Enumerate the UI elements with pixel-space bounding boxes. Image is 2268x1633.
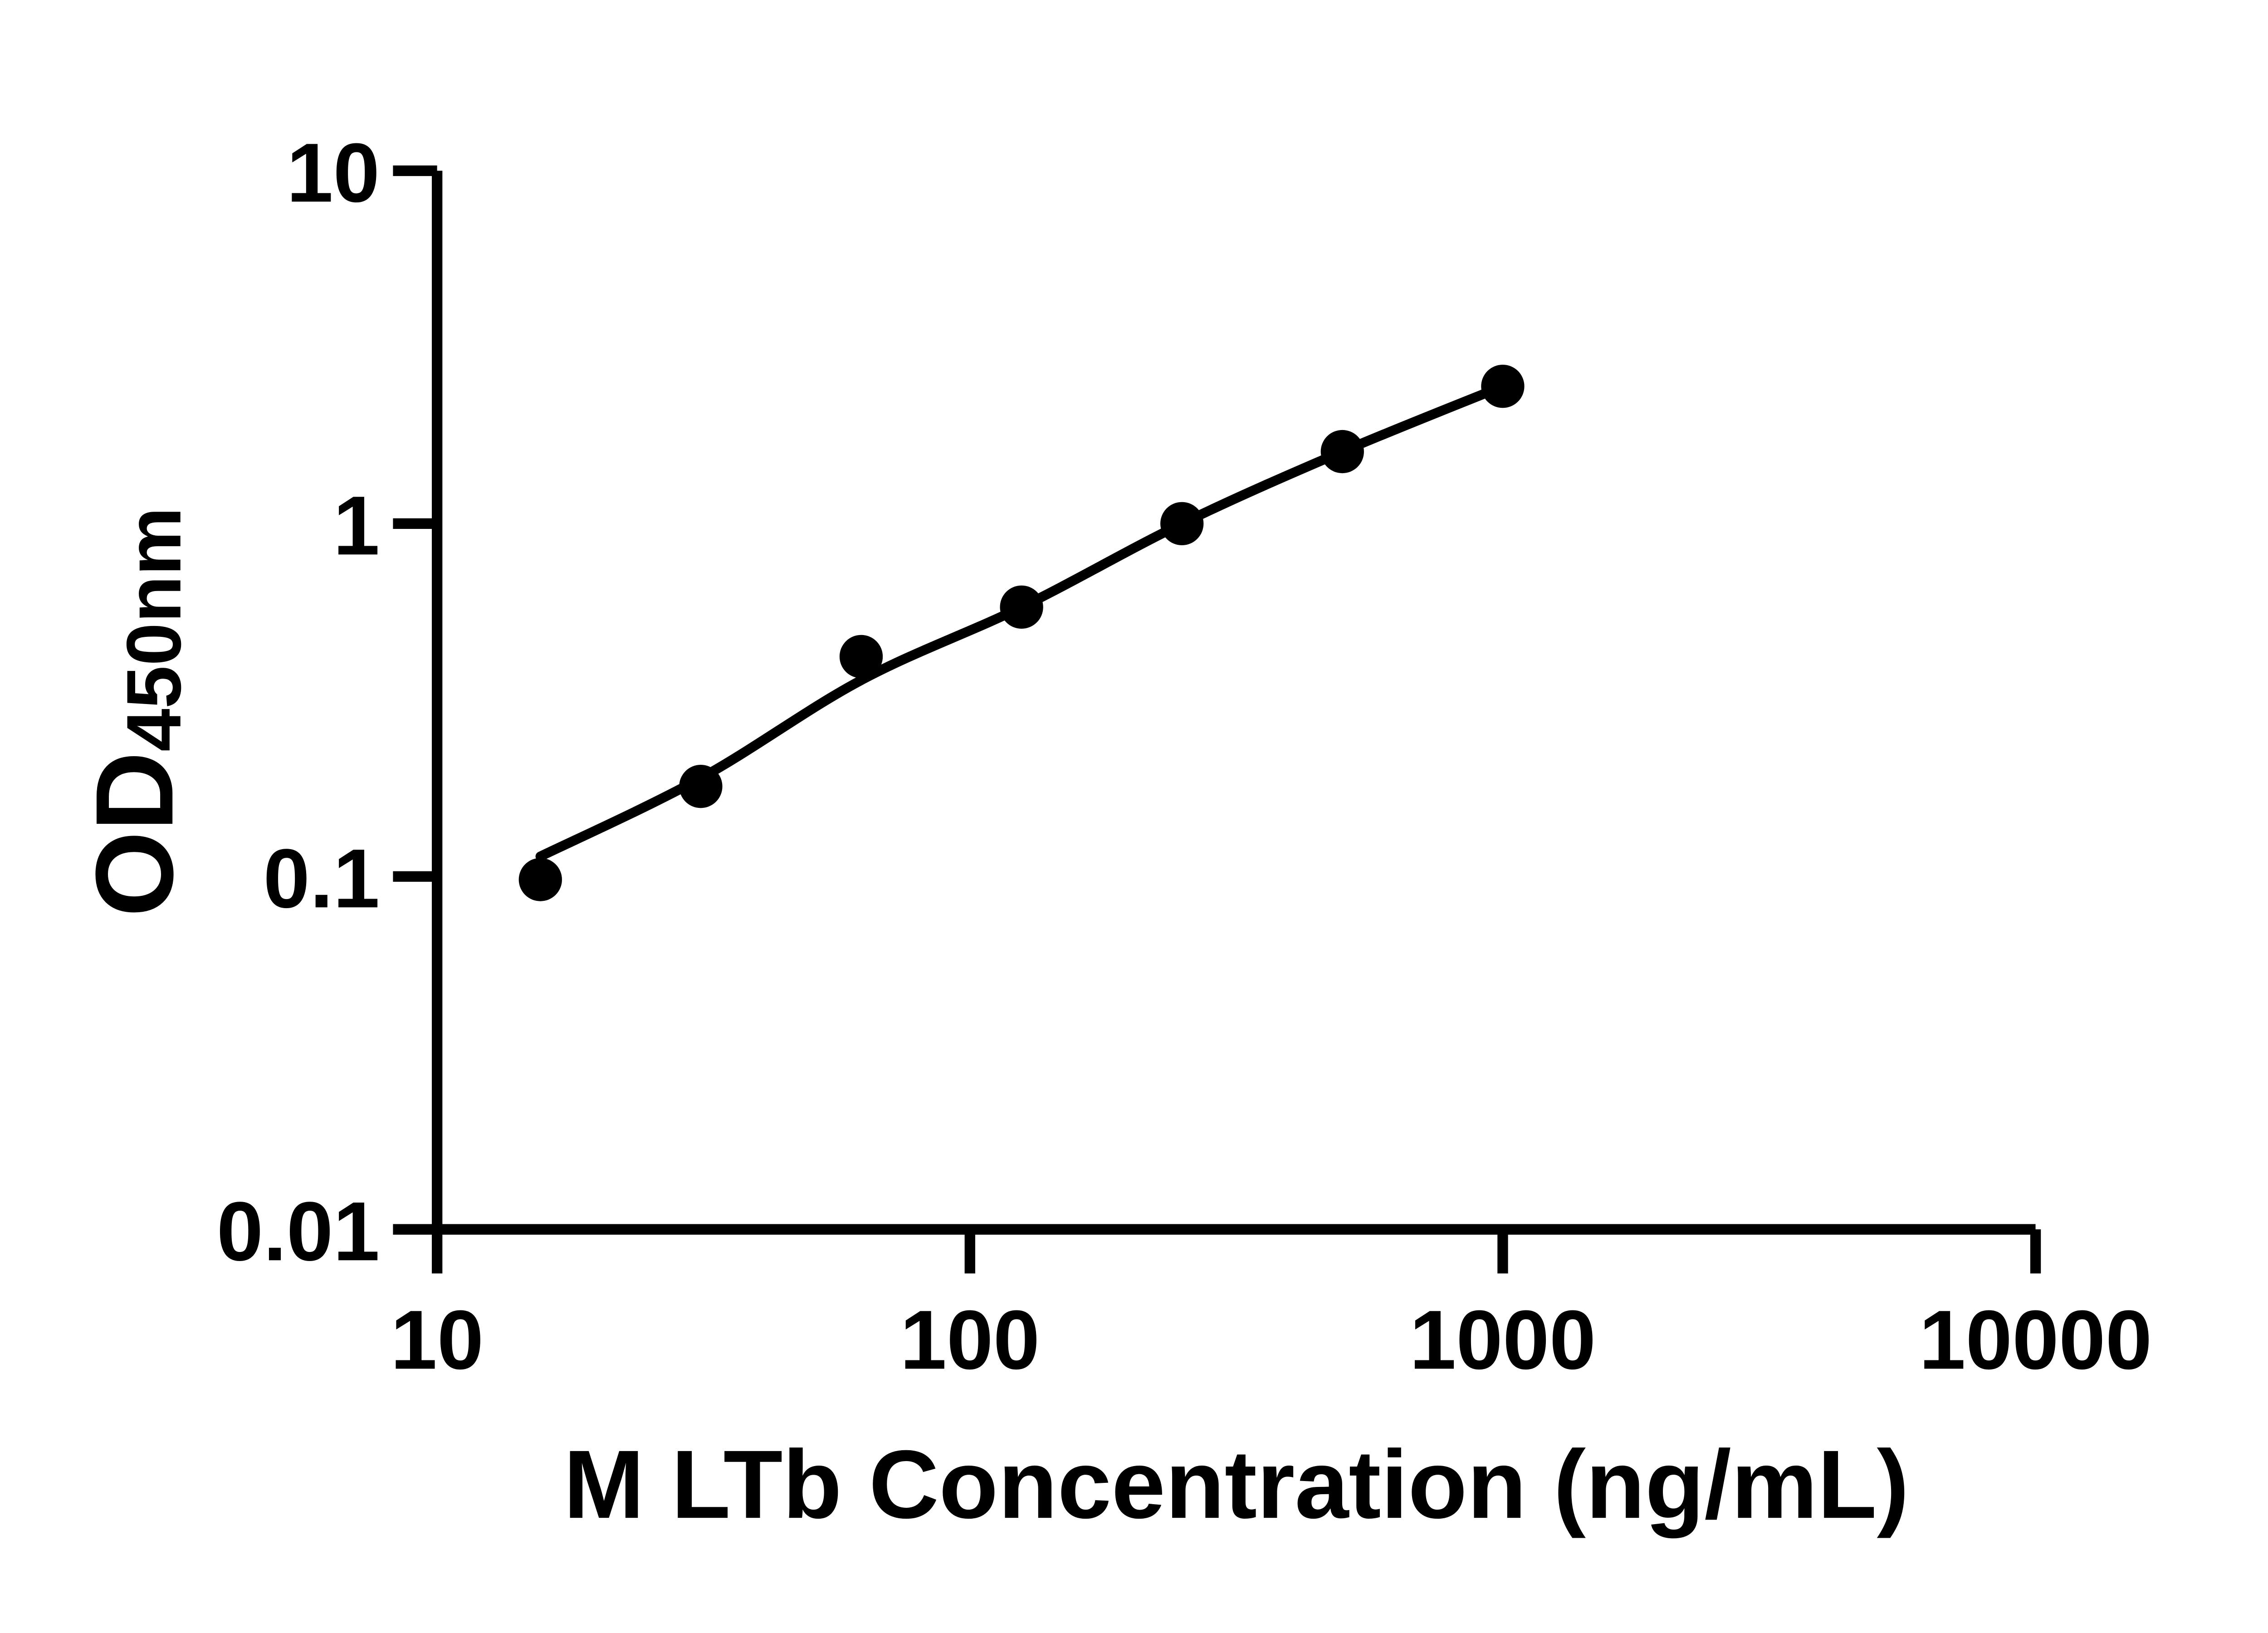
x-axis-title: M LTb Concentration (ng/mL) xyxy=(563,1430,1909,1539)
x-tick-label: 1000 xyxy=(1409,1293,1596,1387)
y-tick-label: 0.01 xyxy=(217,1185,380,1278)
data-point-marker xyxy=(679,765,723,808)
data-point-marker xyxy=(1320,430,1364,474)
y-tick-label: 1 xyxy=(333,479,380,572)
y-axis-title-subscript: 450nm xyxy=(111,507,197,752)
y-axis-title-main: OD xyxy=(73,752,196,917)
y-axis-title: OD450nm xyxy=(73,507,197,917)
y-tick-label: 10 xyxy=(287,126,380,220)
data-point-marker xyxy=(839,635,883,679)
data-point-marker xyxy=(518,858,562,901)
x-tick-label: 10000 xyxy=(1919,1293,2152,1387)
data-series-layer xyxy=(518,364,1525,901)
data-point-marker xyxy=(1481,364,1525,408)
chart-background xyxy=(0,22,2268,1611)
x-tick-label: 100 xyxy=(900,1293,1040,1387)
x-tick-label: 10 xyxy=(391,1293,484,1387)
y-tick-label: 0.1 xyxy=(263,832,380,925)
data-point-marker xyxy=(1000,585,1043,629)
data-point-marker xyxy=(1160,502,1204,545)
